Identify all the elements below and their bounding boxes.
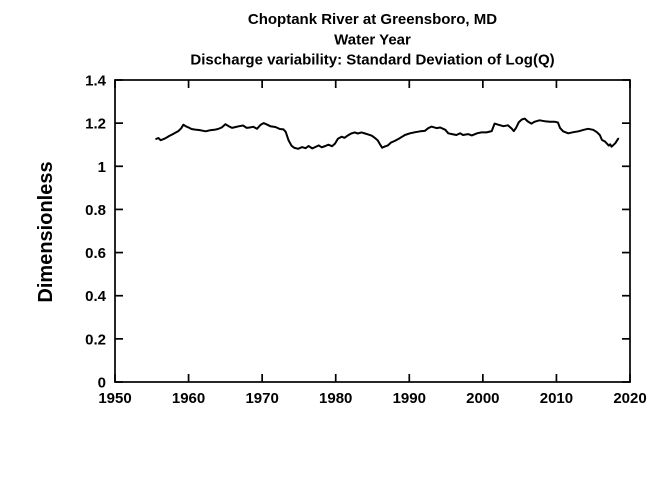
chart-title-line-3: Discharge variability: Standard Deviatio… — [190, 52, 554, 69]
y-tick-label-0.8: 0.8 — [85, 202, 106, 219]
x-tick-label-1950: 1950 — [98, 390, 131, 407]
plot-axes: 1950 1960 1970 1980 1990 2000 2010 2020 0 0.2 0.4 0… — [85, 73, 647, 408]
y-tick-label-0.6: 0.6 — [85, 245, 106, 262]
y-tick-label-1.2: 1.2 — [85, 116, 106, 133]
y-tick-label-0.4: 0.4 — [85, 288, 107, 305]
x-tick-label-1970: 1970 — [245, 390, 278, 407]
x-tick-label-1990: 1990 — [393, 390, 426, 407]
y-axis-label: Dimensionless — [35, 161, 57, 302]
plot-frame — [114, 79, 631, 383]
x-tick-label-1980: 1980 — [319, 390, 352, 407]
y-tick-label-1.4: 1.4 — [85, 73, 107, 90]
x-tick-label-2020: 2020 — [613, 390, 646, 407]
chart-title-line-2: Water Year — [334, 32, 411, 49]
x-tick-label-2010: 2010 — [540, 390, 573, 407]
y-tick-label-1: 1 — [98, 159, 106, 176]
sd-logq-data-line — [155, 117, 620, 150]
chart-title-line-1: Choptank River at Greensboro, MD — [248, 11, 497, 28]
x-tick-label-1960: 1960 — [172, 390, 205, 407]
y-tick-label-0.2: 0.2 — [85, 331, 106, 348]
x-tick-label-2000: 2000 — [466, 390, 499, 407]
y-tick-label-0: 0 — [98, 375, 106, 392]
data-series — [155, 117, 620, 150]
